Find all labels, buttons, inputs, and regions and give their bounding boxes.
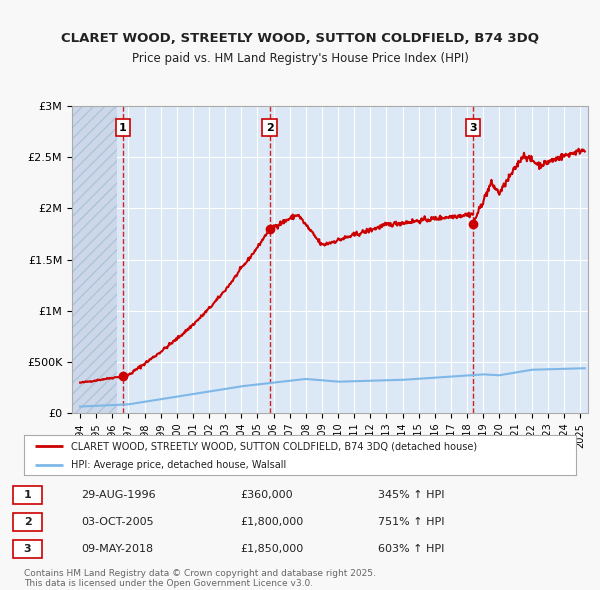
Text: 2: 2 [24, 517, 31, 527]
FancyBboxPatch shape [13, 540, 42, 558]
Bar [72, 106, 117, 413]
FancyBboxPatch shape [13, 486, 42, 504]
Text: CLARET WOOD, STREETLY WOOD, SUTTON COLDFIELD, B74 3DQ (detached house): CLARET WOOD, STREETLY WOOD, SUTTON COLDF… [71, 441, 477, 451]
FancyBboxPatch shape [13, 513, 42, 531]
Text: 3: 3 [469, 123, 476, 133]
Text: £1,800,000: £1,800,000 [240, 517, 303, 527]
Text: £360,000: £360,000 [240, 490, 293, 500]
Text: CLARET WOOD, STREETLY WOOD, SUTTON COLDFIELD, B74 3DQ: CLARET WOOD, STREETLY WOOD, SUTTON COLDF… [61, 32, 539, 45]
Text: £1,850,000: £1,850,000 [240, 544, 303, 554]
Text: 1: 1 [24, 490, 31, 500]
Text: 09-MAY-2018: 09-MAY-2018 [81, 544, 153, 554]
Text: 03-OCT-2005: 03-OCT-2005 [81, 517, 154, 527]
Text: HPI: Average price, detached house, Walsall: HPI: Average price, detached house, Wals… [71, 460, 286, 470]
Text: Contains HM Land Registry data © Crown copyright and database right 2025.
This d: Contains HM Land Registry data © Crown c… [24, 569, 376, 588]
Text: 751% ↑ HPI: 751% ↑ HPI [378, 517, 445, 527]
Text: 603% ↑ HPI: 603% ↑ HPI [378, 544, 445, 554]
Text: 1: 1 [119, 123, 127, 133]
Text: 2: 2 [266, 123, 274, 133]
Text: Price paid vs. HM Land Registry's House Price Index (HPI): Price paid vs. HM Land Registry's House … [131, 52, 469, 65]
Text: 3: 3 [24, 544, 31, 554]
Text: 29-AUG-1996: 29-AUG-1996 [81, 490, 155, 500]
Text: 345% ↑ HPI: 345% ↑ HPI [378, 490, 445, 500]
